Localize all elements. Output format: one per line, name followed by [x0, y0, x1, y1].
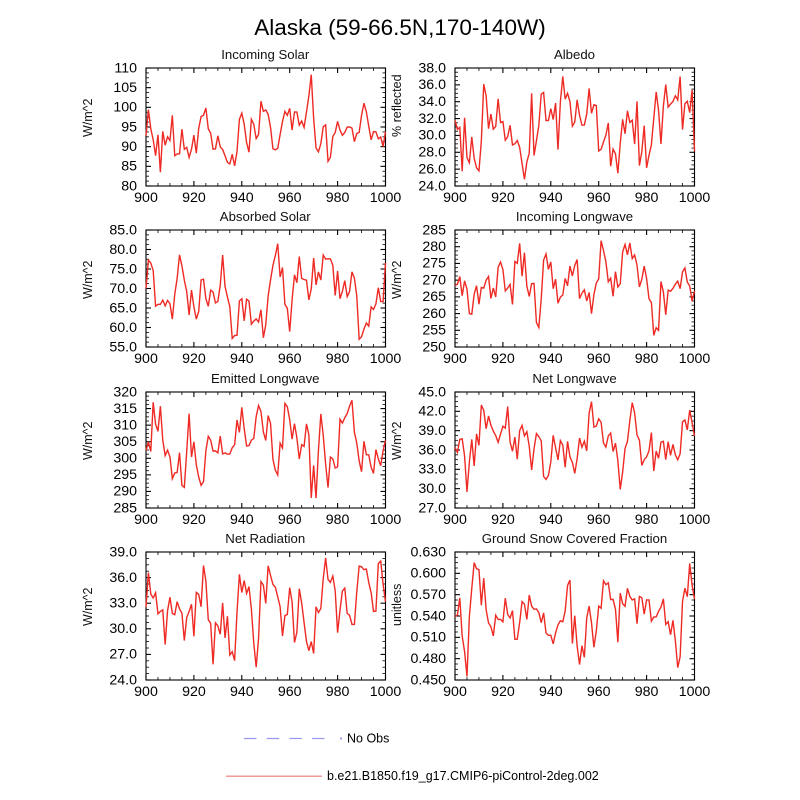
- svg-text:No Obs: No Obs: [347, 731, 389, 745]
- svg-text:b.e21.B1850.f19_g17.CMIP6-piCo: b.e21.B1850.f19_g17.CMIP6-piControl-2deg…: [327, 769, 599, 783]
